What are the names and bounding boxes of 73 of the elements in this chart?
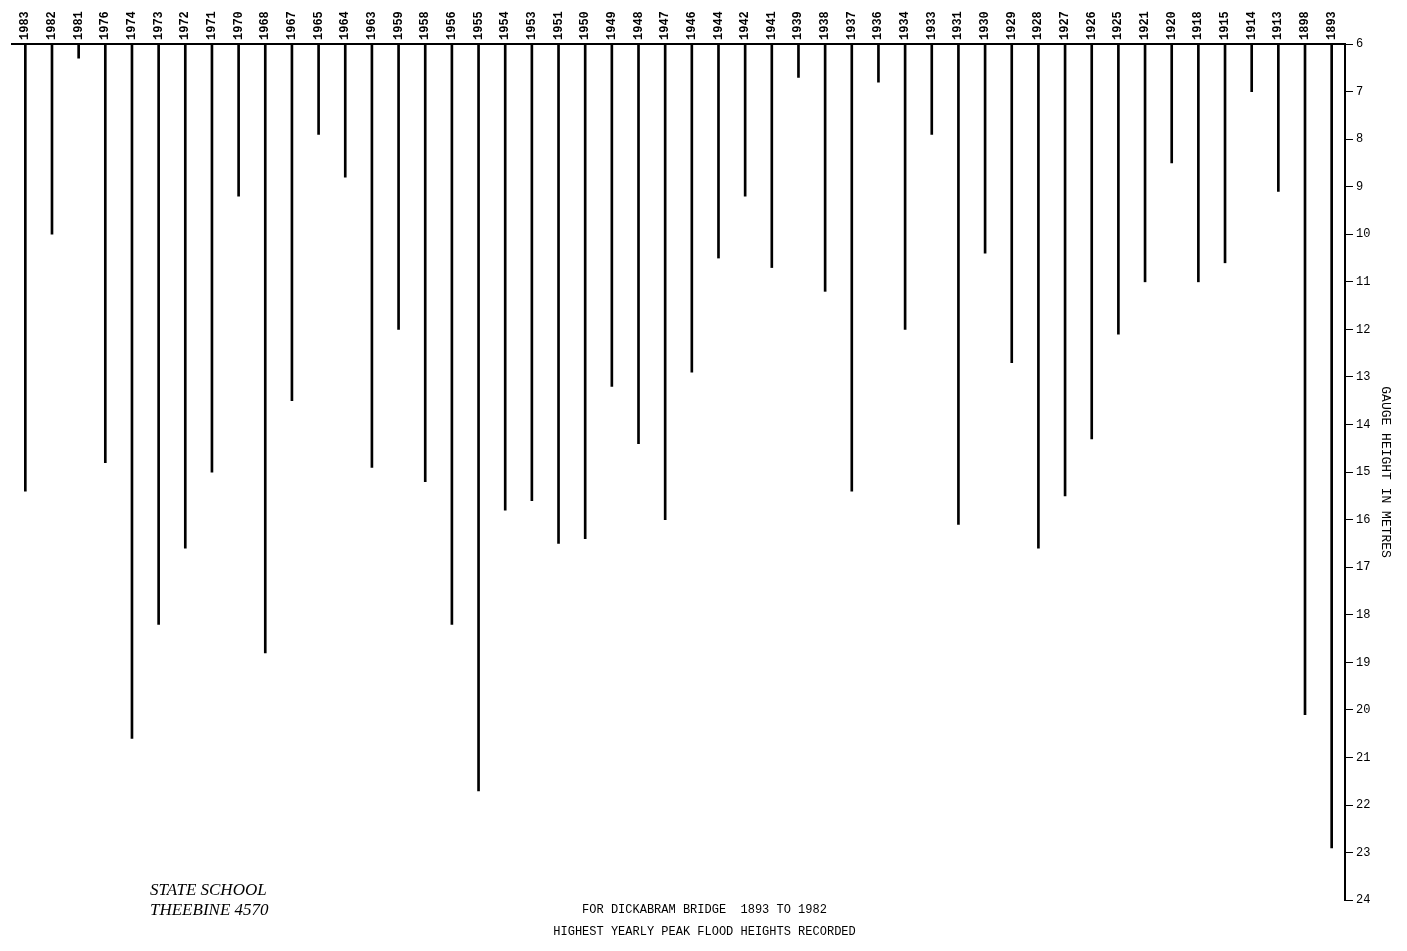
- x-tick-label: 1944: [711, 11, 726, 40]
- x-tick-label: 1938: [818, 11, 833, 40]
- annotation: STATE SCHOOL THEEBINE 4570: [150, 880, 269, 920]
- x-tick-label: 1963: [364, 11, 379, 40]
- x-tick-label: 1956: [444, 11, 459, 40]
- y-tick-label: 20: [1356, 703, 1371, 718]
- x-tick-label: 1965: [311, 11, 326, 40]
- x-tick-label: 1918: [1191, 11, 1206, 40]
- x-tick-label: 1941: [764, 11, 779, 40]
- text: HIGHEST YEARLY PEAK FLOOD HEIGHTS RECORDED: [553, 924, 856, 939]
- x-tick-label: 1939: [791, 11, 806, 40]
- x-tick-label: 1925: [1111, 11, 1126, 40]
- x-tick-label: 1981: [71, 11, 86, 40]
- x-tick-label: 1953: [524, 11, 539, 40]
- x-tick-label: 1942: [738, 11, 753, 40]
- x-tick-label: 1933: [924, 11, 939, 40]
- x-tick-label: 1949: [604, 11, 619, 40]
- x-tick-label: 1964: [338, 11, 353, 40]
- x-tick-label: 1951: [551, 11, 566, 40]
- y-tick-label: 24: [1356, 893, 1371, 908]
- x-tick-label: 1928: [1031, 11, 1046, 40]
- y-tick-label: 6: [1356, 37, 1364, 52]
- x-tick-label: 1982: [45, 11, 60, 40]
- x-tick-label: 1915: [1218, 11, 1233, 40]
- y-tick-label: 12: [1356, 322, 1371, 337]
- x-tick-label: 1921: [1138, 11, 1153, 40]
- y-tick-label: 8: [1356, 132, 1364, 147]
- x-tick-label: 1936: [871, 11, 886, 40]
- x-tick-label: 1927: [1058, 11, 1073, 40]
- x-tick-label: 1954: [498, 11, 513, 40]
- y-tick-label: 18: [1356, 607, 1371, 622]
- x-tick-label: 1946: [684, 11, 699, 40]
- y-tick-label: 21: [1356, 750, 1371, 765]
- x-tick-label: 1955: [471, 11, 486, 40]
- y-tick-label: 23: [1356, 845, 1371, 860]
- x-tick-label: 1947: [658, 11, 673, 40]
- x-tick-label: 1983: [18, 11, 33, 40]
- x-tick-label: 1920: [1164, 11, 1179, 40]
- y-tick-label: 11: [1356, 275, 1371, 290]
- y-tick-label: 13: [1356, 370, 1371, 385]
- x-tick-label: 1929: [1004, 11, 1019, 40]
- x-tick-label: 1974: [124, 11, 139, 40]
- x-tick-label: 1959: [391, 11, 406, 40]
- y-tick-label: 22: [1356, 798, 1371, 813]
- x-tick-label: 1967: [284, 11, 299, 40]
- x-tick-label: 1970: [231, 11, 246, 40]
- text: FOR DICKABRAM BRIDGE 1893 TO 1982: [582, 902, 827, 917]
- x-tick-label: 1934: [898, 11, 913, 40]
- y-tick-label: 15: [1356, 465, 1371, 480]
- y-tick-label: 19: [1356, 655, 1371, 670]
- x-tick-label: 1948: [631, 11, 646, 40]
- y-tick-label: 14: [1356, 417, 1371, 432]
- x-tick-label: 1937: [844, 11, 859, 40]
- y-axis-title: GAUGE HEIGHT IN METRES: [1377, 386, 1393, 559]
- x-tick-label: 1893: [1324, 11, 1339, 40]
- x-tick-label: 1976: [98, 11, 113, 40]
- x-tick-label: 1914: [1244, 11, 1259, 40]
- x-tick-label: 1971: [204, 11, 219, 40]
- y-tick-label: 7: [1356, 84, 1364, 99]
- x-tick-label: 1930: [978, 11, 993, 40]
- y-tick-label: 10: [1356, 227, 1371, 242]
- x-tick-label: 1958: [418, 11, 433, 40]
- y-tick-label: 16: [1356, 512, 1371, 527]
- x-tick-label: 1926: [1084, 11, 1099, 40]
- x-tick-label: 1913: [1271, 11, 1286, 40]
- x-tick-label: 1972: [178, 11, 193, 40]
- x-tick-label: 1898: [1298, 11, 1313, 40]
- y-tick-label: 17: [1356, 560, 1371, 575]
- x-tick-label: 1931: [951, 11, 966, 40]
- y-tick-label: 9: [1356, 179, 1364, 194]
- x-tick-label: 1968: [258, 11, 273, 40]
- x-tick-label: 1950: [578, 11, 593, 40]
- x-tick-label: 1973: [151, 11, 166, 40]
